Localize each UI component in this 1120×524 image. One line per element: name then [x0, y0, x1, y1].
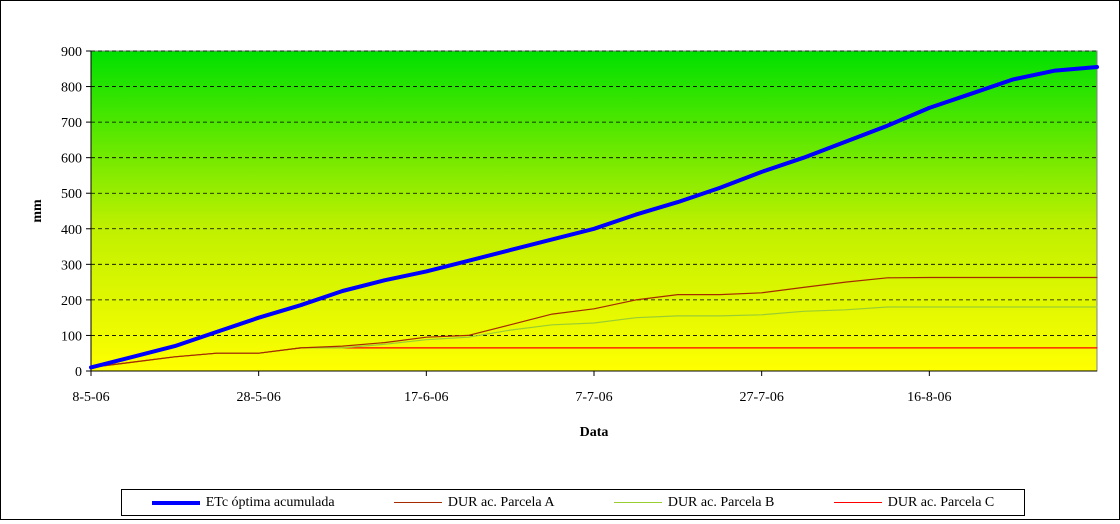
tick-labels: 0 100 200 300 400 500 600 700 800 900 8-5-06 28-5-0…	[61, 45, 951, 405]
y-tick-label: 400	[61, 223, 82, 238]
legend-item: DUR ac. Parcela C	[833, 494, 995, 511]
legend-swatch	[833, 502, 882, 503]
x-axis-title: Data	[580, 425, 609, 440]
x-tick-label: 28-5-06	[237, 390, 281, 405]
legend-item: ETc óptima acumulada	[151, 494, 335, 511]
x-tick-label: 27-7-06	[740, 390, 784, 405]
legend-label: DUR ac. Parcela B	[667, 494, 775, 510]
series-lines	[89, 65, 1099, 370]
y-tick-label: 200	[61, 294, 82, 309]
y-tick-label: 600	[61, 152, 82, 167]
legend-label: ETc óptima acumulada	[205, 494, 335, 510]
x-tick-label: 17-6-06	[404, 390, 448, 405]
legend-item: DUR ac. Parcela B	[613, 494, 775, 511]
legend-swatch	[393, 502, 442, 503]
series-line-2	[90, 276, 1098, 368]
legend-swatch	[151, 500, 200, 505]
y-tick-label: 900	[61, 45, 82, 60]
y-tick-label: 800	[61, 81, 82, 96]
y-tick-label: 300	[61, 258, 82, 273]
legend-label: DUR ac. Parcela A	[447, 494, 555, 510]
legend-label: DUR ac. Parcela C	[887, 494, 995, 510]
axes	[86, 50, 1097, 376]
legend-swatch	[613, 502, 662, 503]
legend-item: DUR ac. Parcela A	[393, 494, 555, 511]
y-tick-label: 0	[75, 365, 82, 380]
legend: ETc óptima acumulada DUR ac. Parcela A DUR…	[121, 489, 1025, 516]
x-tick-label: 8-5-06	[72, 390, 109, 405]
x-tick-label: 7-7-06	[575, 390, 612, 405]
y-axis-title: mm	[30, 199, 45, 223]
series-line-1	[89, 65, 1099, 370]
y-tick-label: 700	[61, 116, 82, 131]
y-tick-label: 500	[61, 187, 82, 202]
x-tick-label: 16-8-06	[907, 390, 951, 405]
y-tick-label: 100	[61, 329, 82, 344]
